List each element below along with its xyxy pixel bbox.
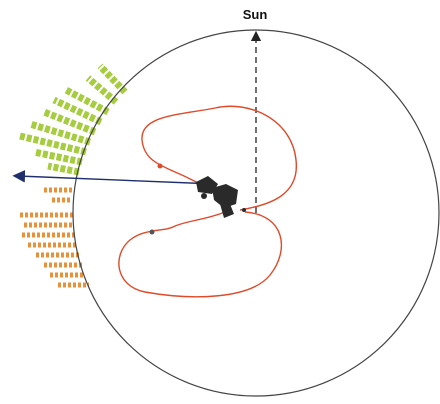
central-cluster: [196, 176, 246, 218]
green-bars: [20, 66, 125, 172]
lower-lobe: [119, 212, 282, 297]
page: Sun (() => { const data = JSON.parse(doc…: [0, 0, 440, 404]
orange-dots: [20, 190, 89, 285]
lobe-marker: [150, 230, 155, 235]
lobe-marker: [158, 164, 163, 169]
diagram: Sun: [0, 0, 440, 404]
sun-label: Sun: [243, 7, 268, 22]
